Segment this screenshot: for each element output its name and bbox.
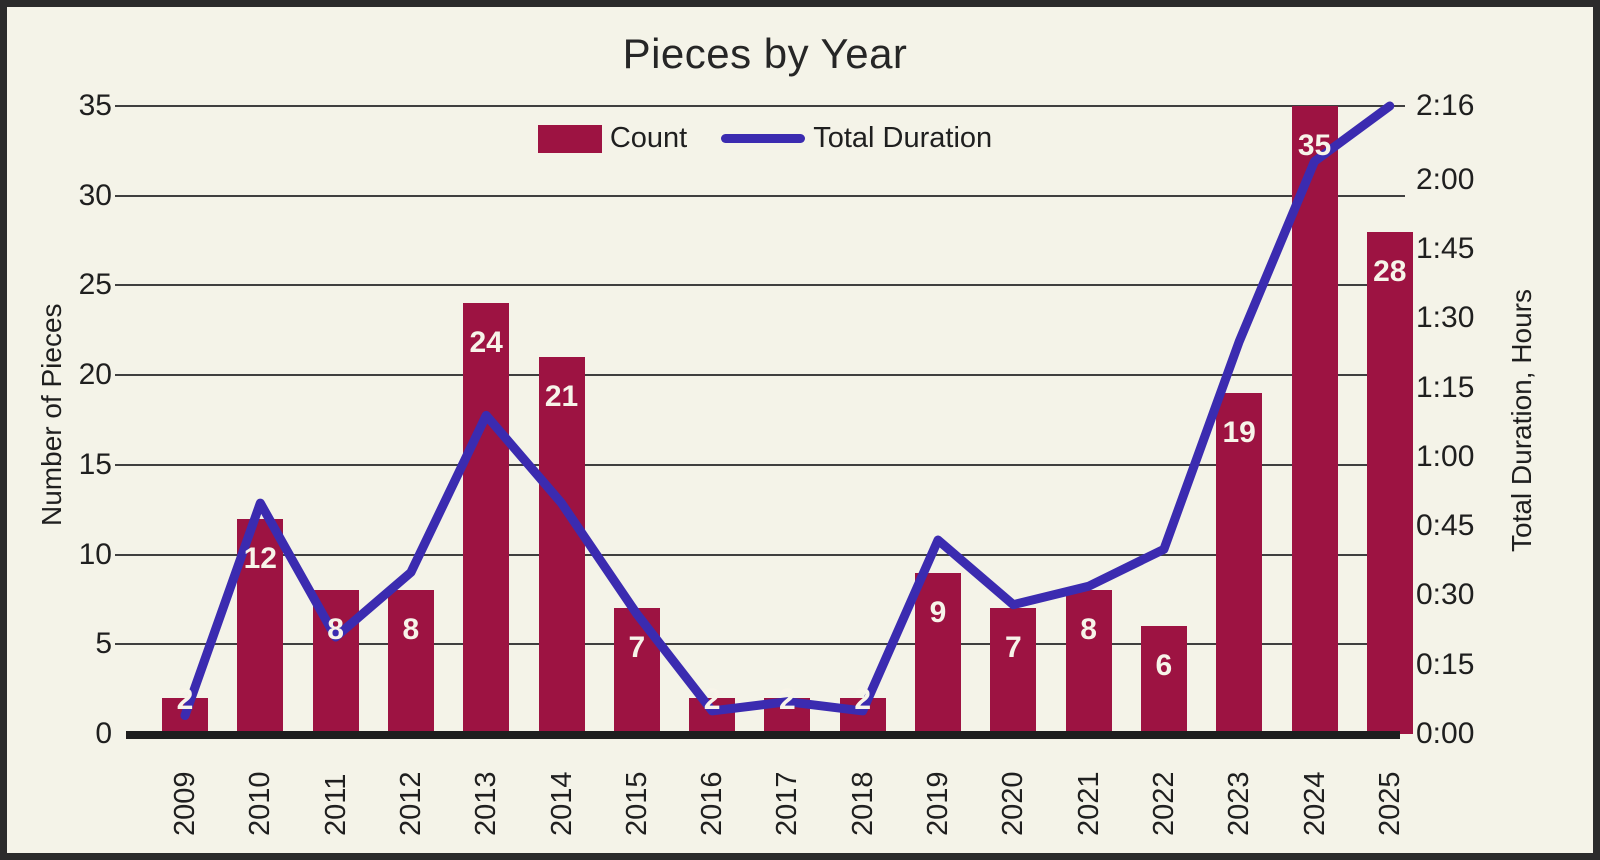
bar-2019 xyxy=(915,572,961,734)
legend: Count Total Duration xyxy=(130,122,1400,155)
right-tick-label: 0:00 xyxy=(1416,717,1475,750)
bar-value-label: 35 xyxy=(1297,129,1332,162)
bar-2014 xyxy=(538,357,585,734)
left-tick-label: 10 xyxy=(78,537,112,571)
right-tick-label: 0:15 xyxy=(1416,647,1475,681)
bar-value-label: 9 xyxy=(929,595,947,629)
bar-2020 xyxy=(990,608,1037,734)
right-tick-label: 0:45 xyxy=(1416,509,1475,543)
bar-value-label: 19 xyxy=(1222,416,1256,450)
right-tick-label: 1:00 xyxy=(1416,439,1475,473)
bar-value-label: 28 xyxy=(1373,254,1407,288)
gridline xyxy=(115,463,1405,466)
bar-value-label: 24 xyxy=(469,326,503,360)
total-duration-line xyxy=(180,101,1395,721)
bar-2025 xyxy=(1366,231,1413,734)
right-tick-label: 0:30 xyxy=(1416,578,1475,612)
legend-item-count: Count xyxy=(537,122,688,155)
left-tick-label: 15 xyxy=(78,447,112,481)
count-bar-swatch xyxy=(537,124,602,153)
bar-value-label: 21 xyxy=(544,380,579,414)
right-tick-label: 1:45 xyxy=(1416,232,1475,266)
x-axis-line xyxy=(126,731,1400,739)
bar-value-label: 12 xyxy=(243,541,277,575)
chart-title: Pieces by Year xyxy=(622,30,908,77)
left-tick-label: 5 xyxy=(95,627,112,661)
bar-value-label: 2 xyxy=(854,683,872,717)
left-tick-label: 35 xyxy=(78,89,112,122)
bar-value-label: 7 xyxy=(628,631,646,665)
left-tick-label: 20 xyxy=(78,358,112,392)
bar-value-label: 6 xyxy=(1155,649,1173,683)
gridline xyxy=(115,284,1405,287)
right-tick-label: 1:30 xyxy=(1416,301,1475,335)
gridline xyxy=(115,194,1405,197)
bar-value-label: 8 xyxy=(402,613,420,647)
bar-2022 xyxy=(1140,626,1187,734)
gridline xyxy=(115,553,1405,556)
bar-value-label: 8 xyxy=(327,613,344,647)
left-tick-label: 30 xyxy=(78,178,112,212)
right-tick-label: 2:00 xyxy=(1416,162,1475,196)
total-duration-line-swatch xyxy=(721,134,806,143)
legend-count-label: Count xyxy=(609,122,688,154)
legend-item-total-duration: Total Duration xyxy=(721,122,992,155)
left-tick-label: 25 xyxy=(78,268,112,302)
legend-total-duration-label: Total Duration xyxy=(813,122,993,154)
bar-2023 xyxy=(1216,393,1263,734)
bar-value-label: 2 xyxy=(176,683,194,717)
bar-value-label: 8 xyxy=(1080,613,1097,647)
bar-value-label: 2 xyxy=(779,683,796,717)
right-tick-label: 1:15 xyxy=(1416,370,1475,404)
bar-2013 xyxy=(463,303,510,734)
right-tick-label: 2:16 xyxy=(1416,89,1475,122)
bar-2024 xyxy=(1291,106,1338,734)
left-tick-label: 0 xyxy=(95,717,112,750)
bar-2012 xyxy=(387,590,434,734)
gridline xyxy=(115,643,1405,646)
gridline xyxy=(115,105,1405,107)
bar-2021 xyxy=(1065,590,1112,734)
bar-value-label: 2 xyxy=(703,683,721,717)
gridline xyxy=(115,374,1405,377)
bar-value-label: 7 xyxy=(1004,631,1022,665)
